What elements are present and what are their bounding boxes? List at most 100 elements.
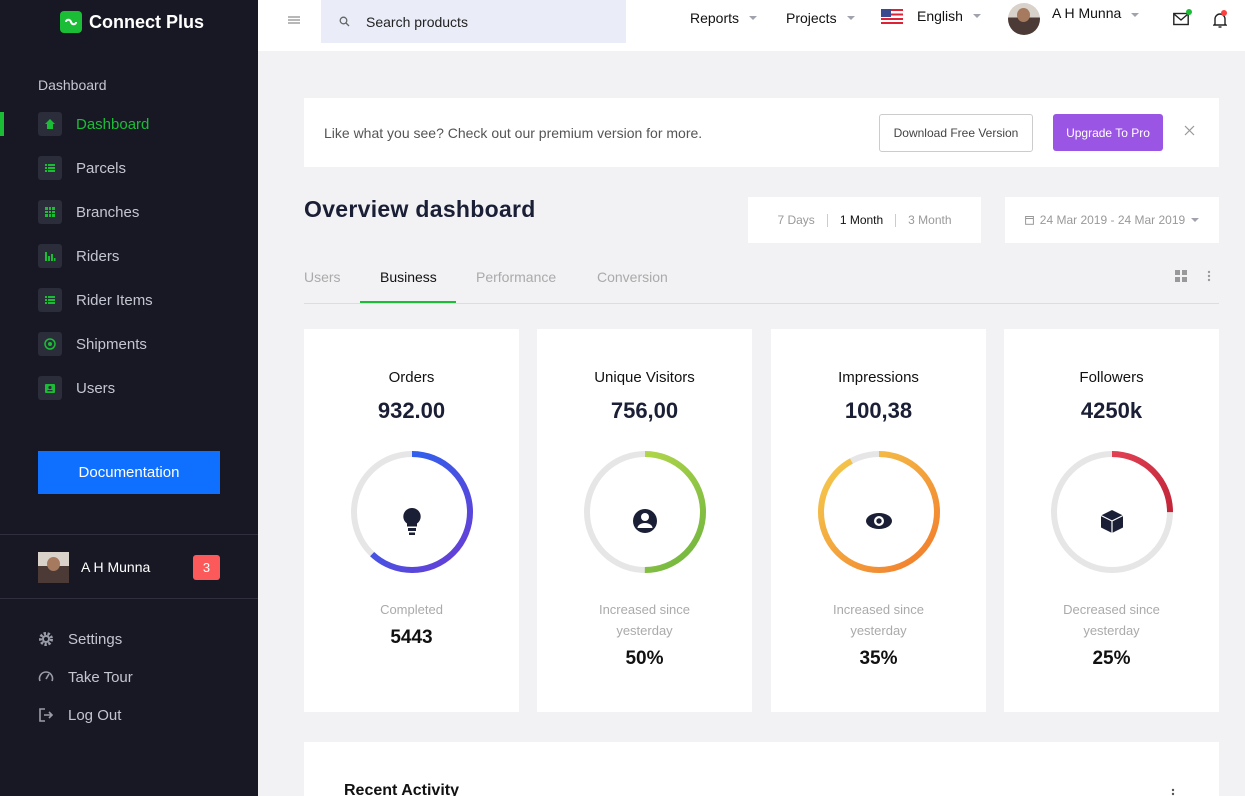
target-icon	[38, 332, 62, 356]
gear-icon	[39, 632, 53, 646]
sidebar-bottom-nav: Settings Take Tour Log Out	[38, 620, 133, 734]
log-out-label: Log Out	[68, 706, 122, 724]
card-number: 35%	[859, 648, 898, 669]
tab-performance[interactable]: Performance	[476, 269, 557, 285]
brand-name: Connect Plus	[89, 11, 205, 32]
user-name: A H Munna	[1052, 5, 1122, 21]
notification-badge: 3	[193, 554, 220, 580]
card-value: 756,00	[610, 398, 679, 423]
recent-activity-title: Recent Activity	[344, 782, 459, 796]
more-vertical-icon[interactable]	[1171, 788, 1175, 796]
tab-business[interactable]: Business	[380, 269, 437, 285]
list-icon	[38, 288, 62, 312]
card-value: 4250k	[1080, 398, 1143, 423]
card-number: 5443	[390, 627, 433, 648]
status-dot	[1186, 9, 1192, 15]
range-3-month[interactable]: 3 Month	[908, 213, 952, 227]
projects-menu[interactable]: Projects	[786, 10, 855, 26]
page-title: Overview dashboard	[304, 196, 536, 222]
eye-icon	[866, 513, 892, 529]
sidebar-item-label: Users	[76, 379, 116, 397]
active-tab-indicator	[360, 301, 456, 303]
date-range-label: 24 Mar 2019 - 24 Mar 2019	[1039, 213, 1186, 227]
id-card-icon	[38, 376, 62, 400]
log-out-link[interactable]: Log Out	[38, 696, 133, 734]
mail-icon	[1173, 12, 1189, 26]
card-number: 25%	[1092, 648, 1131, 669]
sidebar-item-dashboard[interactable]: Dashboard	[0, 102, 258, 146]
section-label: Dashboard	[38, 77, 107, 93]
sidebar-item-users[interactable]: Users	[0, 366, 258, 410]
close-icon[interactable]	[1184, 125, 1195, 136]
grid-view-icon[interactable]	[1175, 270, 1187, 282]
language-label: English	[917, 8, 963, 24]
tab-conversion[interactable]: Conversion	[597, 269, 668, 285]
date-range-picker[interactable]: 24 Mar 2019 - 24 Mar 2019	[1005, 197, 1219, 243]
chevron-down-icon	[1191, 218, 1200, 222]
card-number: 50%	[625, 648, 664, 669]
tab-users[interactable]: Users	[304, 269, 341, 285]
banner-text: Like what you see? Check out our premium…	[324, 124, 703, 141]
range-1-month[interactable]: 1 Month	[839, 213, 884, 227]
divider	[895, 213, 897, 227]
search-box	[321, 0, 626, 43]
language-menu[interactable]: English	[881, 8, 981, 24]
card-subtitle: Increased since yesterday	[832, 602, 925, 638]
card-title: Unique Visitors	[594, 369, 695, 386]
progress-ring	[351, 451, 473, 573]
ring-progress	[818, 451, 940, 573]
list-icon	[38, 156, 62, 180]
promo-banner: Like what you see? Check out our premium…	[304, 98, 1219, 167]
status-dot	[1221, 10, 1227, 16]
card-subtitle: Decreased since yesterday	[1063, 602, 1160, 638]
speedometer-icon	[38, 671, 54, 682]
hamburger-menu-icon[interactable]	[288, 14, 300, 26]
reports-menu[interactable]: Reports	[690, 10, 758, 26]
cube-icon	[1100, 510, 1124, 533]
card-subtitle: Completed	[380, 602, 443, 617]
settings-label: Settings	[68, 630, 123, 648]
progress-ring	[584, 451, 706, 573]
sidebar-item-rider-items[interactable]: Rider Items	[0, 278, 258, 322]
user-circle-icon	[633, 509, 657, 533]
sidebar-item-label: Shipments	[76, 335, 147, 353]
upgrade-pro-button[interactable]: Upgrade To Pro	[1053, 114, 1163, 151]
documentation-button[interactable]: Documentation	[38, 451, 220, 494]
chevron-down-icon	[749, 16, 758, 20]
sidebar-item-branches[interactable]: Branches	[0, 190, 258, 234]
chevron-down-icon	[846, 16, 855, 20]
mail-button[interactable]	[1173, 9, 1192, 31]
stat-card-followers: Followers 4250k Decreased since yesterda…	[1004, 329, 1219, 712]
notifications-button[interactable]	[1212, 10, 1228, 33]
take-tour-link[interactable]: Take Tour	[38, 658, 133, 696]
download-free-button[interactable]: Download Free Version	[879, 114, 1033, 152]
lightbulb-icon	[403, 507, 421, 535]
more-vertical-icon[interactable]	[1207, 270, 1211, 282]
settings-link[interactable]: Settings	[38, 620, 133, 658]
divider	[0, 534, 258, 535]
sidebar-user[interactable]: A H Munna 3	[38, 551, 220, 583]
sidebar-item-label: Rider Items	[76, 291, 153, 309]
bar-chart-icon	[38, 244, 62, 268]
avatar	[1008, 3, 1040, 35]
take-tour-label: Take Tour	[68, 668, 133, 686]
sidebar-item-label: Riders	[76, 247, 120, 265]
divider	[826, 213, 828, 227]
search-input[interactable]	[366, 13, 606, 30]
ring-progress	[1051, 451, 1173, 573]
recent-activity-panel: Recent Activity	[304, 742, 1219, 796]
sidebar-item-parcels[interactable]: Parcels	[0, 146, 258, 190]
calendar-icon	[1024, 216, 1034, 225]
ring-progress	[351, 451, 473, 573]
user-menu[interactable]: A H Munna	[1008, 3, 1140, 35]
avatar	[38, 551, 69, 583]
range-7-days[interactable]: 7 Days	[777, 213, 815, 227]
brand[interactable]: Connect Plus	[60, 10, 204, 34]
sidebar: Connect Plus Dashboard Dashboard Parcels…	[0, 0, 258, 796]
sidebar-item-shipments[interactable]: Shipments	[0, 322, 258, 366]
sidebar-item-riders[interactable]: Riders	[0, 234, 258, 278]
card-subtitle: Increased since yesterday	[598, 602, 691, 638]
stat-card-unique-visitors: Unique Visitors 756,00 Increased since y…	[537, 329, 752, 712]
chevron-down-icon	[1131, 13, 1140, 17]
user-name: A H Munna	[81, 559, 151, 575]
